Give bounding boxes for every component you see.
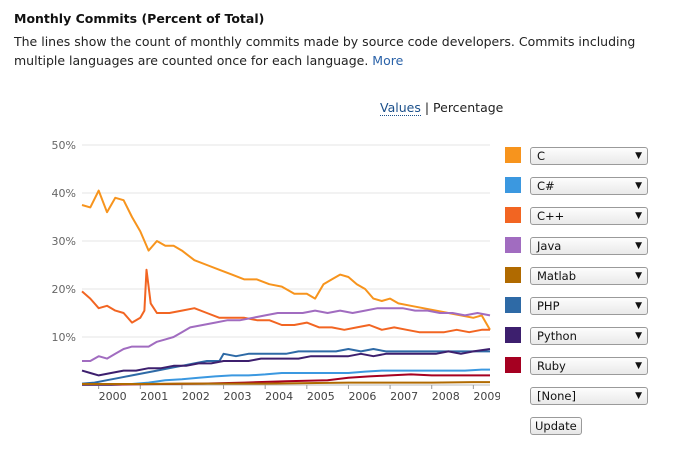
series-select-8[interactable]: Ruby ▼ xyxy=(530,357,648,375)
x-tick-label: 2004 xyxy=(265,390,293,403)
x-tick-label: 2005 xyxy=(307,390,335,403)
legend-swatch-python xyxy=(505,327,521,343)
series-select-3[interactable]: C++ ▼ xyxy=(530,207,648,225)
toggle-separator: | xyxy=(424,100,430,115)
percentage-label: Percentage xyxy=(433,100,504,115)
chevron-down-icon: ▼ xyxy=(635,241,642,251)
series-select-value: Matlab xyxy=(537,269,577,283)
chevron-down-icon: ▼ xyxy=(635,271,642,281)
chart-description: The lines show the count of monthly comm… xyxy=(14,32,654,70)
series-select-1[interactable]: C ▼ xyxy=(530,147,648,165)
series-line-php xyxy=(81,348,490,385)
legend-swatch-java xyxy=(505,237,521,253)
legend-swatch-php xyxy=(505,297,521,313)
x-tick-label: 2009 xyxy=(473,390,500,403)
chevron-down-icon: ▼ xyxy=(635,181,642,191)
chevron-down-icon: ▼ xyxy=(635,361,642,371)
series-select-value: Ruby xyxy=(537,359,566,373)
series-select-7[interactable]: Python ▼ xyxy=(530,327,648,345)
series-select-value: PHP xyxy=(537,299,560,313)
legend-swatch-csharp xyxy=(505,177,521,193)
series-select-value: C# xyxy=(537,179,555,193)
view-toggle: Values | Percentage xyxy=(380,100,504,116)
series-select-value: Python xyxy=(537,329,577,343)
series-select-value: C++ xyxy=(537,209,565,223)
description-text: The lines show the count of monthly comm… xyxy=(14,34,636,68)
chevron-down-icon: ▼ xyxy=(635,331,642,341)
series-select-9[interactable]: [None] ▼ xyxy=(530,387,648,405)
line-chart: 10% 20% 30% 40% 50% 2000 2001 2002 2003 2004 2005 2… xyxy=(52,139,500,403)
x-tick-label: 2003 xyxy=(224,390,252,403)
series-line-java xyxy=(82,307,491,362)
values-link[interactable]: Values xyxy=(380,100,421,116)
y-tick-label: 50% xyxy=(52,139,76,152)
x-tick-label: 2007 xyxy=(390,390,418,403)
x-tick-label: 2001 xyxy=(140,390,168,403)
series-select-5[interactable]: Matlab ▼ xyxy=(530,267,648,285)
series-line-c xyxy=(81,189,491,331)
series-select-6[interactable]: PHP ▼ xyxy=(530,297,648,315)
series-line-cpp xyxy=(81,268,490,334)
chevron-down-icon: ▼ xyxy=(635,211,642,221)
series-select-4[interactable]: Java ▼ xyxy=(530,237,648,255)
series-select-value: Java xyxy=(537,239,562,253)
legend-swatch-cpp xyxy=(505,207,521,223)
legend-swatch-ruby xyxy=(505,357,521,373)
x-tick-label: 2000 xyxy=(99,390,127,403)
legend-swatch-matlab xyxy=(505,267,521,283)
x-tick-label: 2008 xyxy=(432,390,460,403)
y-tick-label: 10% xyxy=(52,331,76,344)
x-tick-label: 2002 xyxy=(182,390,210,403)
legend-swatch-c xyxy=(505,147,521,163)
update-button[interactable]: Update xyxy=(530,417,582,435)
more-link[interactable]: More xyxy=(372,53,404,68)
y-tick-label: 30% xyxy=(52,235,76,248)
x-tick-label: 2006 xyxy=(348,390,376,403)
chevron-down-icon: ▼ xyxy=(635,391,642,401)
chart-title: Monthly Commits (Percent of Total) xyxy=(14,11,265,26)
y-tick-label: 40% xyxy=(52,187,76,200)
series-line-python xyxy=(81,348,491,377)
series-select-value: C xyxy=(537,149,546,163)
chevron-down-icon: ▼ xyxy=(635,301,642,311)
series-select-2[interactable]: C# ▼ xyxy=(530,177,648,195)
chevron-down-icon: ▼ xyxy=(635,151,642,161)
series-select-value: [None] xyxy=(537,389,576,403)
series-line-csharp xyxy=(82,368,490,386)
y-tick-label: 20% xyxy=(52,283,76,296)
series-line-matlab xyxy=(82,381,490,385)
